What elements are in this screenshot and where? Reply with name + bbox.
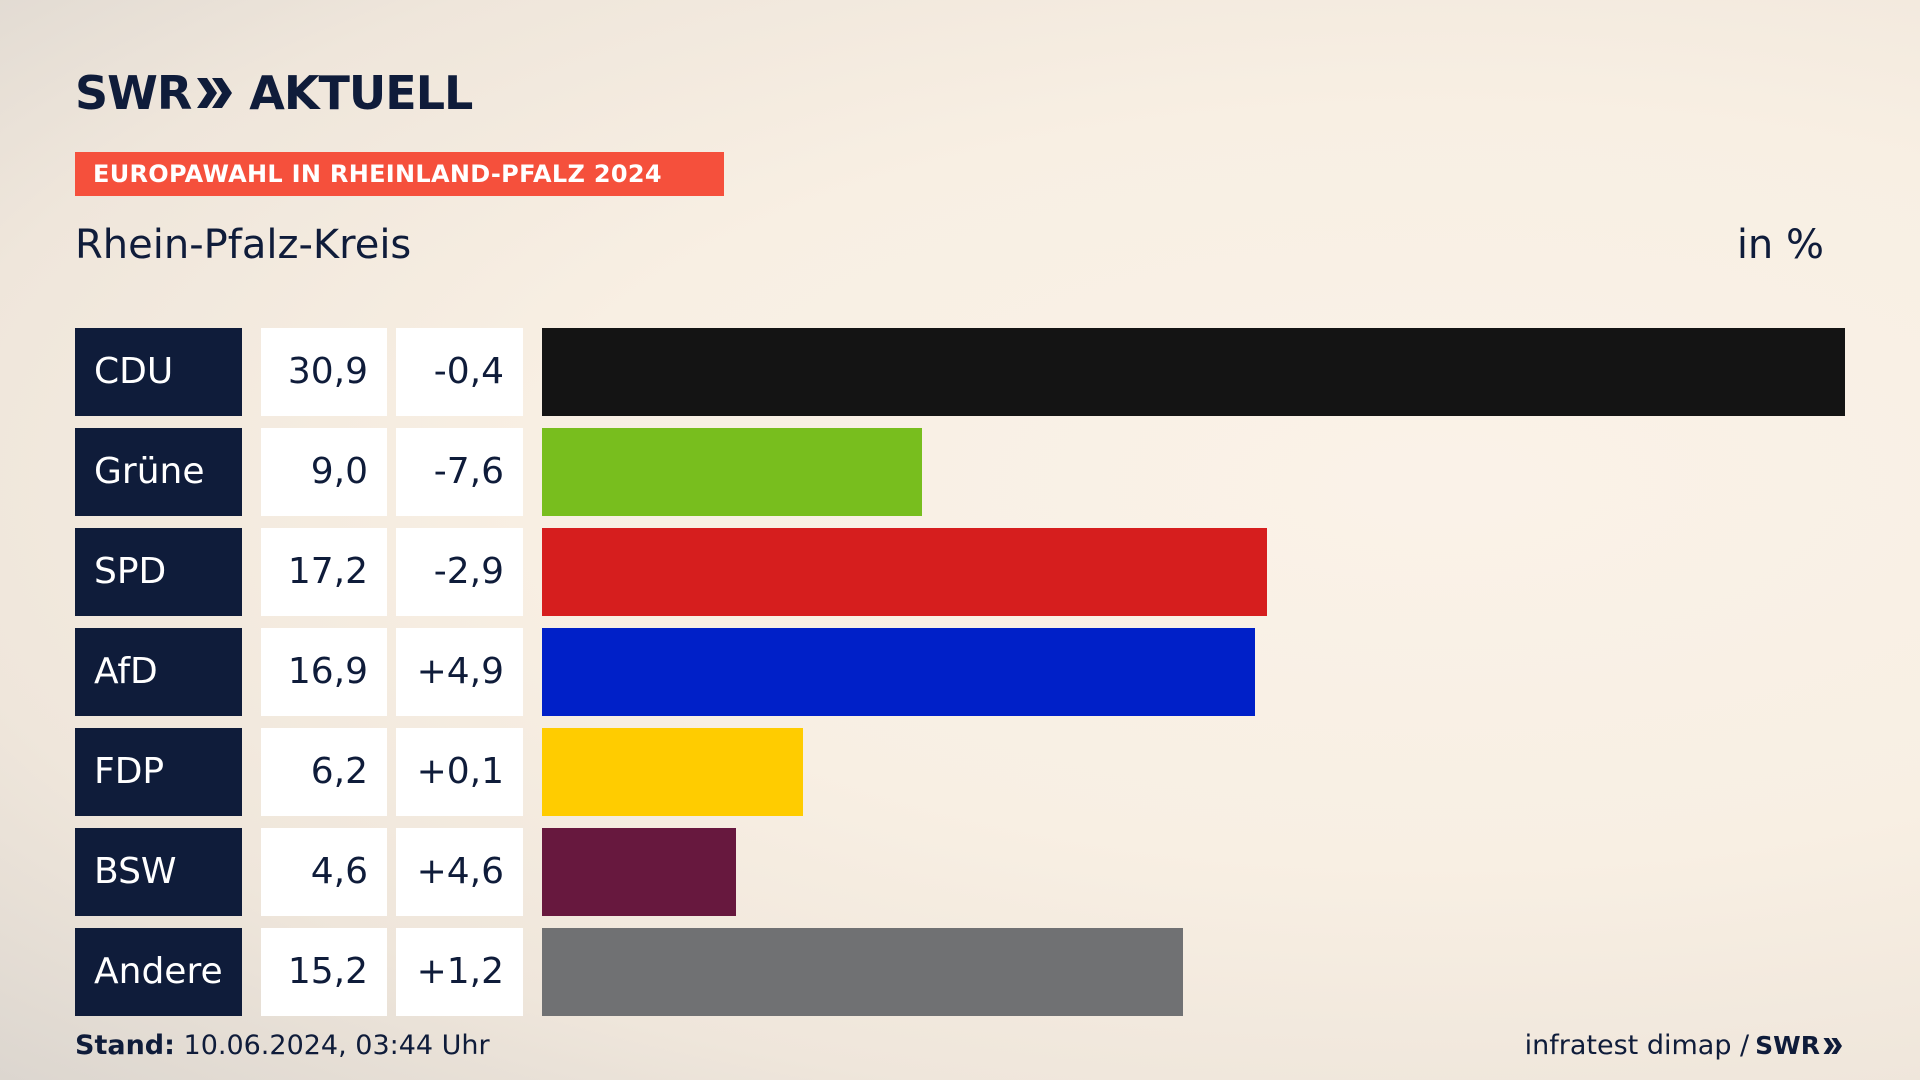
party-label: BSW — [75, 828, 242, 916]
party-label: SPD — [75, 528, 242, 616]
vote-share-value: 17,2 — [261, 528, 387, 616]
vote-share-value: 6,2 — [261, 728, 387, 816]
vote-share-value: 9,0 — [261, 428, 387, 516]
party-label: FDP — [75, 728, 242, 816]
result-bar — [542, 328, 1845, 416]
vote-change-value: +1,2 — [396, 928, 523, 1016]
logo-aktuell-text: AKTUELL — [249, 66, 473, 120]
result-bar — [542, 528, 1267, 616]
vote-change-value: -0,4 — [396, 328, 523, 416]
swr-small-logo: SWR — [1755, 1031, 1844, 1060]
party-label: CDU — [75, 328, 242, 416]
vote-change-value: -7,6 — [396, 428, 523, 516]
result-bar — [542, 928, 1183, 1016]
swr-aktuell-logo: SWR AKTUELL — [75, 66, 473, 120]
result-bar — [542, 728, 803, 816]
source-text: infratest dimap / — [1524, 1030, 1750, 1061]
vote-change-value: -2,9 — [396, 528, 523, 616]
small-double-chevron-icon — [1823, 1037, 1842, 1054]
stand-value: 10.06.2024, 03:44 Uhr — [183, 1030, 490, 1061]
party-label: Andere — [75, 928, 242, 1016]
result-bar — [542, 828, 736, 916]
vote-share-value: 16,9 — [261, 628, 387, 716]
vote-share-value: 30,9 — [261, 328, 387, 416]
result-bar — [542, 628, 1255, 716]
chart-title: Rhein-Pfalz-Kreis — [75, 222, 412, 268]
vote-change-value: +4,6 — [396, 828, 523, 916]
logo-swr-text: SWR — [75, 66, 192, 120]
unit-label: in % — [1736, 222, 1824, 268]
election-banner: EUROPAWAHL IN RHEINLAND-PFALZ 2024 — [75, 152, 724, 196]
vote-change-value: +4,9 — [396, 628, 523, 716]
source-credit: infratest dimap / SWR — [1525, 1030, 1844, 1061]
party-label: Grüne — [75, 428, 242, 516]
stand-label: Stand: — [75, 1030, 175, 1061]
vote-share-value: 15,2 — [261, 928, 387, 1016]
vote-share-value: 4,6 — [261, 828, 387, 916]
swr-small-text: SWR — [1755, 1031, 1820, 1060]
party-label: AfD — [75, 628, 242, 716]
result-bar — [542, 428, 922, 516]
timestamp: Stand: 10.06.2024, 03:44 Uhr — [75, 1030, 490, 1061]
vote-change-value: +0,1 — [396, 728, 523, 816]
double-chevron-icon — [197, 78, 233, 108]
